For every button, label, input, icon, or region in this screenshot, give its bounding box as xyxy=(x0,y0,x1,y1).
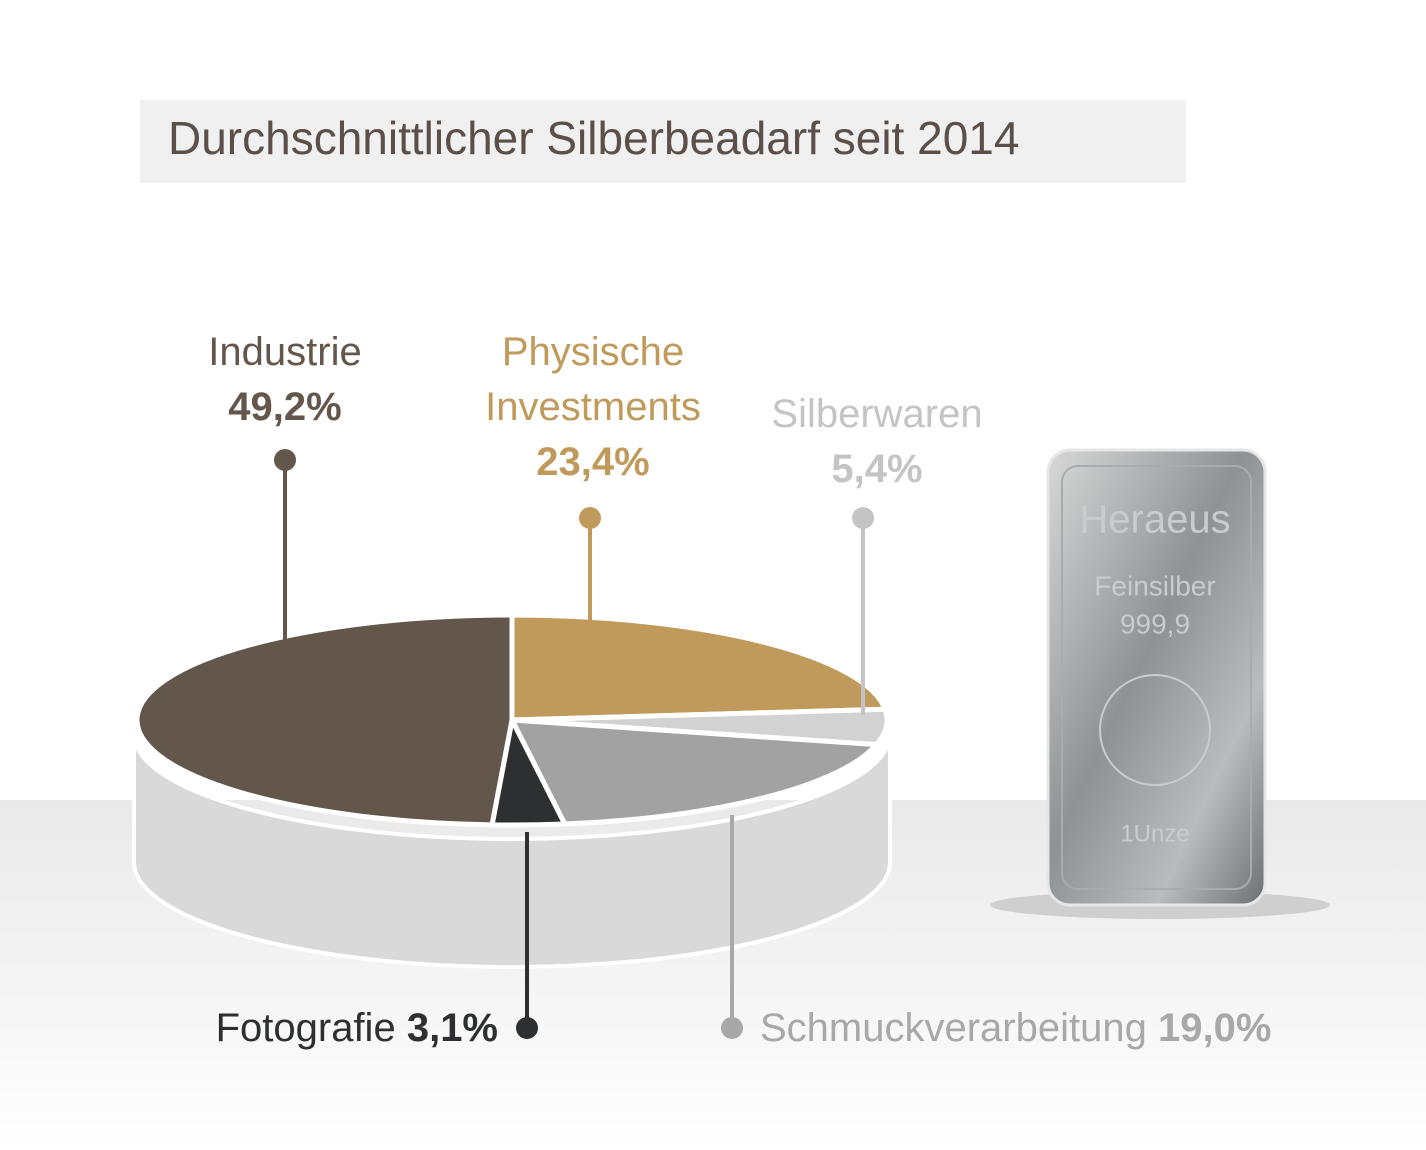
bar-metal: Feinsilber xyxy=(1094,570,1215,601)
category-label: Fotografie xyxy=(215,1006,396,1050)
category-label: Schmuckverarbeitung xyxy=(760,1006,1147,1050)
leader-dot xyxy=(852,507,874,529)
category-label: Physische Investments xyxy=(485,330,701,429)
slice-label: Physische Investments 23,4% xyxy=(463,325,723,490)
category-label: Industrie xyxy=(208,330,362,374)
leader-dot xyxy=(274,449,296,471)
slice-label: Silberwaren 5,4% xyxy=(747,387,1007,497)
bar-weight: 1Unze xyxy=(1120,820,1189,847)
value-label: 49,2% xyxy=(228,385,342,429)
pie xyxy=(132,449,892,1039)
value-label: 3,1% xyxy=(406,1006,498,1050)
bar-brand: Heraeus xyxy=(1079,498,1230,542)
slice-label: Fotografie 3,1% xyxy=(216,1001,498,1056)
slice-label: Industrie 49,2% xyxy=(155,325,415,435)
title-box xyxy=(140,100,1186,183)
value-label: 19,0% xyxy=(1157,1006,1272,1050)
silver-bar: Heraeus Feinsilber 999,9 1Unze xyxy=(990,448,1330,919)
bar-fineness: 999,9 xyxy=(1120,608,1190,639)
pie-slice xyxy=(509,717,880,827)
pie-side xyxy=(132,733,892,969)
bar-seal xyxy=(1099,674,1211,786)
chart-title: Durchschnittlicher Silberbeadarf seit 20… xyxy=(168,112,1019,164)
bar-rim xyxy=(1061,465,1252,890)
category-label: Silberwaren xyxy=(771,392,983,436)
slice-label: Schmuckverarbeitung 19,0% xyxy=(760,1001,1271,1056)
leader-dot xyxy=(579,507,601,529)
bar-body xyxy=(1046,448,1267,907)
pie-slice xyxy=(134,612,515,828)
value-label: 23,4% xyxy=(536,440,650,484)
pie-slice xyxy=(509,612,888,723)
leader-dot xyxy=(721,1017,743,1039)
leader-dot xyxy=(516,1017,538,1039)
value-label: 5,4% xyxy=(831,447,923,491)
